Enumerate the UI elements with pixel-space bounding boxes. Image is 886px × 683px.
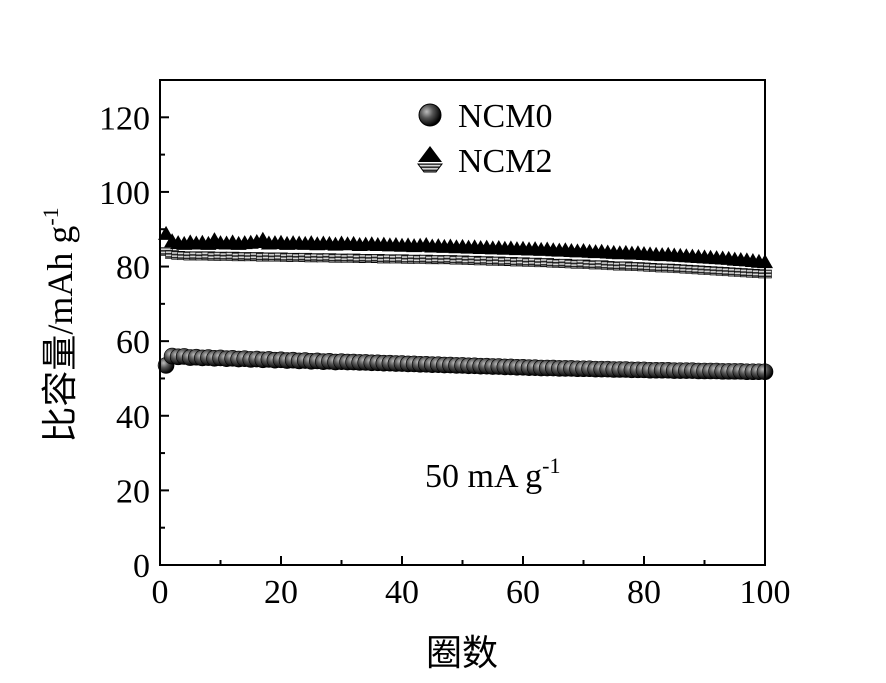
y-tick-label: 20 <box>116 473 150 510</box>
x-tick-label: 100 <box>740 574 791 611</box>
y-tick-label: 40 <box>116 399 150 436</box>
x-tick-label: 40 <box>385 574 419 611</box>
series-ncm2 <box>158 225 773 279</box>
ticks-layer: 0 20 40 60 80 100 0 20 40 60 80 100 120 <box>99 100 791 611</box>
y-tick-label: 60 <box>116 324 150 361</box>
y-tick-label: 80 <box>116 250 150 287</box>
y-tick-label: 120 <box>99 100 150 137</box>
legend-item-ncm0: NCM0 <box>418 98 552 135</box>
legend-marker-ncm2-top <box>418 146 442 162</box>
x-axis-title: 圈数 <box>426 633 498 673</box>
legend-item-ncm2: NCM2 <box>417 143 552 180</box>
y-axis-title: 比容量/mAh g-1 <box>38 207 80 442</box>
y-tick-label: 0 <box>133 548 150 585</box>
series-layer <box>157 225 774 381</box>
legend-label-ncm2: NCM2 <box>458 143 552 180</box>
ncm2-point <box>158 225 175 240</box>
current-density-annotation: 50 mA g-1 <box>425 453 560 495</box>
legend: NCM0 NCM2 <box>417 98 552 180</box>
legend-label-ncm0: NCM0 <box>458 98 552 135</box>
x-tick-label: 60 <box>506 574 540 611</box>
x-tick-label: 0 <box>152 574 169 611</box>
legend-marker-ncm0 <box>418 103 442 127</box>
series-ncm0 <box>157 347 774 381</box>
legend-marker-ncm2-bottom <box>417 163 443 173</box>
y-tick-label: 100 <box>99 175 150 212</box>
x-tick-label: 20 <box>264 574 298 611</box>
x-tick-label: 80 <box>627 574 661 611</box>
